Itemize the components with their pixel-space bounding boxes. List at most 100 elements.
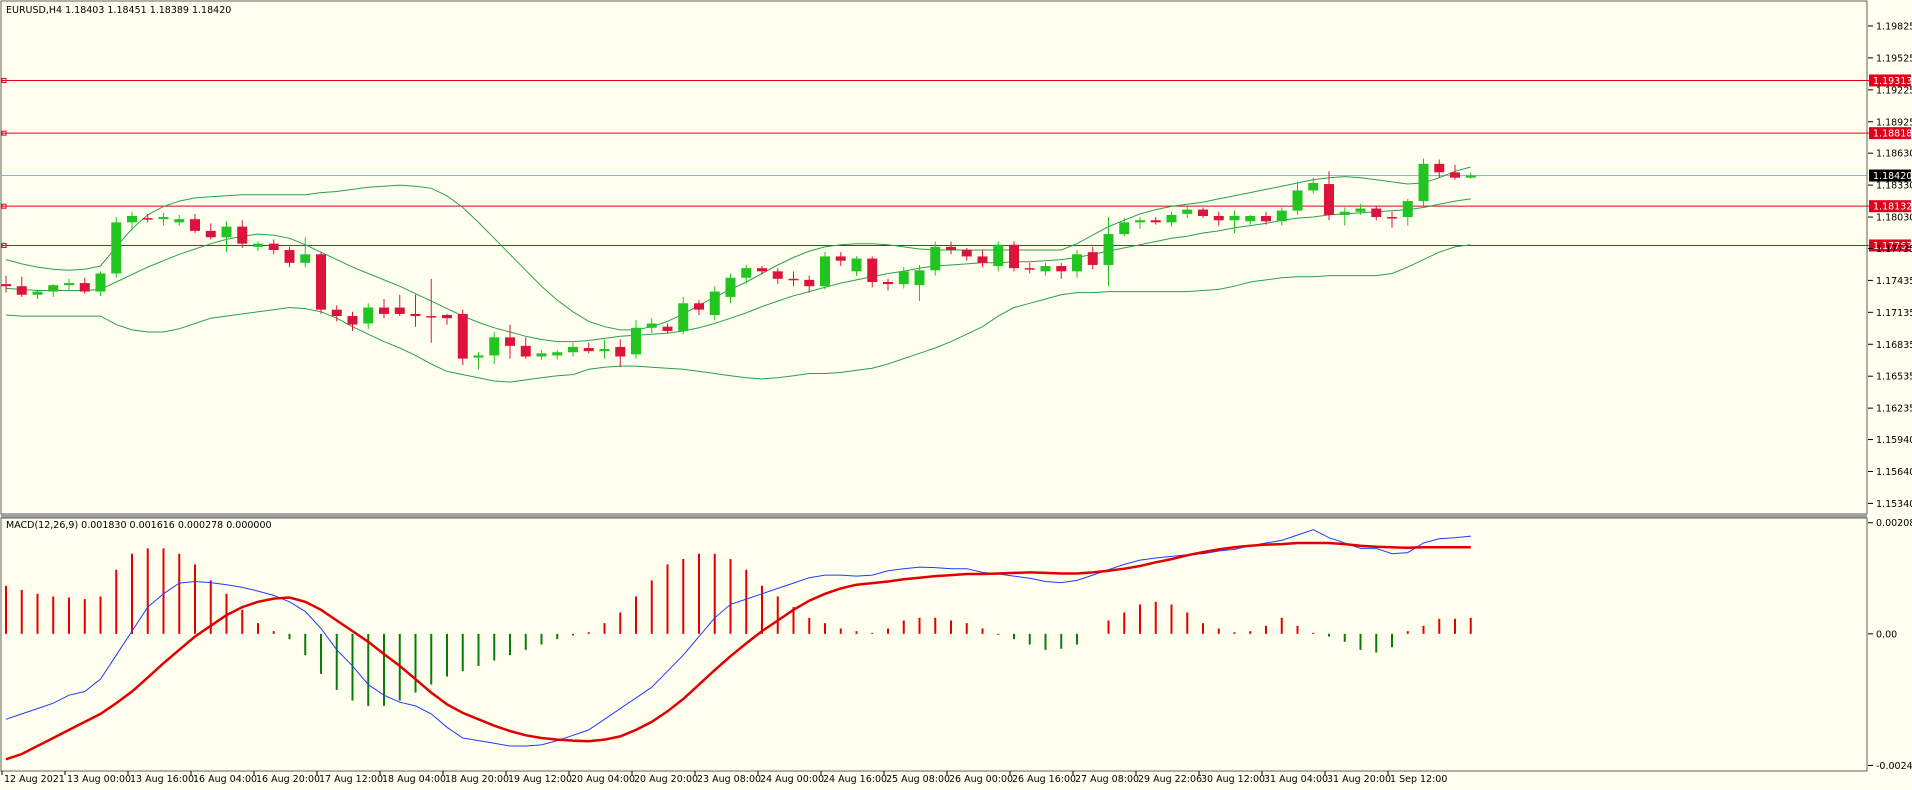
price-tick-label: 1.18330 (1876, 181, 1912, 192)
bid-tag (1869, 169, 1911, 182)
band-upper-line (5, 166, 1471, 331)
candle-body (79, 283, 90, 292)
macd-axis: 0.00208 0.00 -0.002465 (1868, 518, 1912, 772)
candle (1150, 217, 1161, 225)
macd-pane[interactable] (0, 517, 1868, 772)
candle-body (64, 283, 74, 286)
candle-body (1450, 172, 1460, 178)
candle-body (347, 316, 358, 325)
candle-body (804, 279, 815, 287)
candle-body (1245, 215, 1256, 222)
candle (1213, 211, 1224, 226)
band-middle-line (5, 198, 1471, 343)
candle-body (300, 254, 311, 263)
candle (1355, 204, 1366, 215)
candle (473, 352, 484, 370)
candle (1135, 217, 1145, 229)
time-tick-label: 19 Aug 12:00 (508, 774, 572, 785)
price-level-tag (1869, 74, 1911, 87)
candle (1465, 172, 1476, 179)
candle (300, 237, 311, 268)
candle (174, 214, 185, 226)
candle (442, 313, 452, 325)
price-level-label: 1.17763 (1873, 241, 1912, 252)
candle-body (1418, 163, 1429, 202)
time-tick-label: 24 Aug 16:00 (823, 774, 887, 785)
candle (914, 264, 925, 302)
candle (1402, 198, 1413, 226)
candle (615, 339, 626, 368)
candle-body (1072, 254, 1082, 272)
time-tick-label: 25 Aug 08:00 (886, 774, 950, 785)
candle (1261, 211, 1271, 225)
time-tick-label: 17 Aug 12:00 (319, 774, 383, 785)
candle-body (835, 256, 846, 261)
price-tick-label: 1.16835 (1876, 340, 1912, 351)
candle-body (505, 337, 515, 346)
candle-body (1150, 220, 1161, 223)
candle (284, 246, 295, 268)
candle-body (1465, 175, 1476, 178)
candle (158, 212, 169, 226)
price-tick-label: 1.15640 (1876, 467, 1912, 478)
candle (1308, 177, 1319, 194)
candle-body (993, 244, 1004, 267)
candle-body (316, 254, 326, 310)
candle-body (1371, 208, 1382, 218)
candle-body (1308, 182, 1319, 191)
candle-body (694, 303, 704, 310)
candle-body (1387, 217, 1397, 219)
candle (883, 278, 893, 291)
macd-lines (5, 529, 1471, 761)
candle-body (599, 349, 610, 352)
bollinger-bands (5, 166, 1471, 383)
candle (253, 241, 263, 252)
candle-body (1229, 215, 1240, 221)
candle-body (536, 353, 547, 357)
candle-body (883, 281, 893, 285)
macd-tick-label: 0.00208 (1876, 518, 1912, 529)
candle-body (1119, 222, 1130, 235)
candle-body (1087, 252, 1098, 265)
price-level-label: 1.18132 (1873, 202, 1912, 213)
candle (1371, 206, 1382, 221)
candle-body (489, 337, 500, 356)
candle (457, 309, 468, 366)
candle-body (757, 268, 767, 272)
candle-body (678, 303, 689, 331)
candle-body (95, 273, 106, 292)
macd-tick-label: 0.00 (1876, 629, 1897, 640)
candle (898, 267, 909, 289)
candle (489, 332, 500, 364)
candle (1, 275, 11, 293)
price-level-tag (1869, 239, 1911, 252)
candle (867, 256, 878, 288)
candle (552, 350, 563, 360)
candle (1245, 214, 1256, 225)
time-tick-label: 18 Aug 04:00 (382, 774, 446, 785)
time-tick-label: 23 Aug 08:00 (697, 774, 761, 785)
candle (32, 289, 43, 300)
pane-separator[interactable] (1, 514, 1867, 518)
candle (757, 266, 767, 275)
time-tick-label: 31 Aug 20:00 (1327, 774, 1391, 785)
candle (1387, 211, 1397, 228)
candle-body (1009, 244, 1019, 269)
price-tick-label: 1.19525 (1876, 53, 1912, 64)
candle (536, 350, 547, 360)
candle-body (127, 215, 137, 223)
candle (977, 250, 988, 268)
candle (851, 256, 862, 276)
candle-body (867, 258, 878, 282)
candle-body (142, 218, 153, 220)
price-level-handle (1, 77, 7, 83)
candle-body (977, 256, 988, 263)
candle-body (1339, 211, 1350, 215)
candle-body (394, 307, 405, 314)
price-tick-label: 1.15940 (1876, 435, 1912, 446)
candle (1450, 164, 1460, 180)
candle (1166, 211, 1177, 227)
candle-body (237, 226, 248, 244)
